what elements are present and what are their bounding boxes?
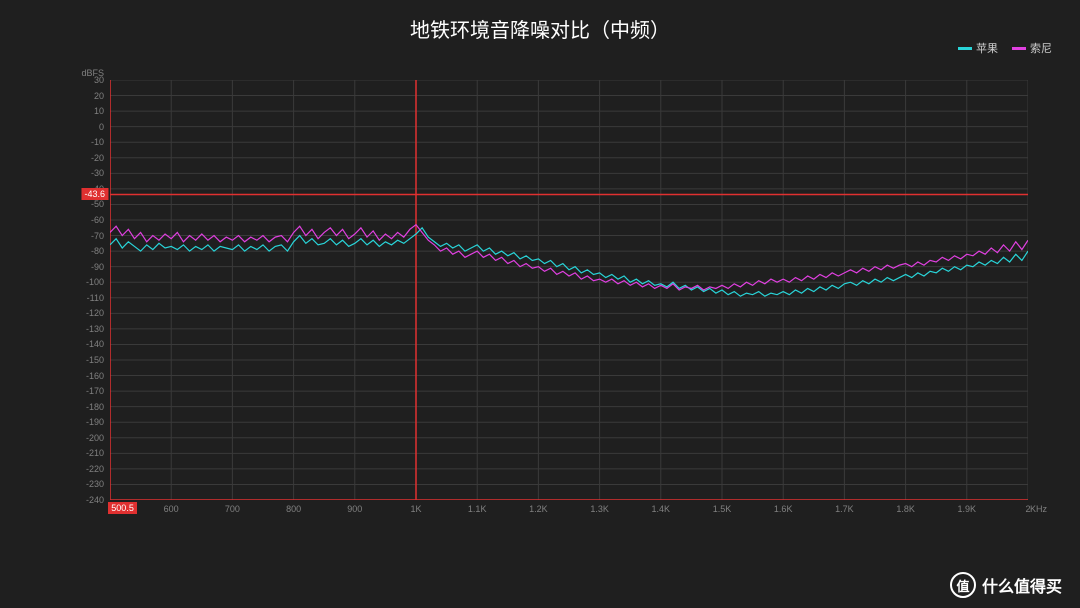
axis-tick-label: 1K [410,504,421,514]
axis-tick-label: 10 [94,106,104,116]
axis-tick-label: KHz [1030,504,1047,514]
axis-tick-label: -20 [91,153,104,163]
axis-tick-label: 1.8K [896,504,915,514]
axis-tick-label: 0 [99,122,104,132]
axis-tick-label: -170 [86,386,104,396]
legend-label: 苹果 [976,40,998,56]
axis-tick-label: 900 [347,504,362,514]
axis-tick-label: -10 [91,137,104,147]
axis-tick-label: 800 [286,504,301,514]
axis-tick-label: -110 [87,293,104,303]
axis-tick-label: -70 [91,231,104,241]
chart-root: 地铁环境音降噪对比（中频） 苹果 索尼 值 什么值得买 3020100-10-2… [0,0,1080,608]
axis-tick-label: 1.9K [958,504,977,514]
watermark-text: 什么值得买 [982,573,1062,597]
axis-tick-label: 1.7K [835,504,854,514]
cursor-readout: -43.6 [81,188,108,200]
watermark: 值 什么值得买 [950,572,1062,598]
axis-tick-label: -80 [91,246,104,256]
axis-tick-label: -100 [86,277,104,287]
axis-tick-label: -230 [86,479,104,489]
axis-tick-label: -240 [86,495,104,505]
axis-tick-label: 1.3K [590,504,609,514]
cursor-readout: 500.5 [108,502,137,514]
axis-tick-label: -50 [91,199,104,209]
legend-swatch [958,47,972,50]
axis-tick-label: 20 [94,91,104,101]
axis-tick-label: -120 [86,308,104,318]
axis-tick-label: -150 [86,355,104,365]
axis-tick-label: -140 [86,339,104,349]
chart-title: 地铁环境音降噪对比（中频） [0,14,1080,43]
axis-tick-label: -30 [91,168,104,178]
watermark-badge-text: 值 [956,576,969,595]
legend-item-sony: 索尼 [1012,40,1052,56]
legend: 苹果 索尼 [958,40,1052,56]
legend-label: 索尼 [1030,40,1052,56]
axis-tick-label: 1.1K [468,504,487,514]
axis-tick-label: -90 [91,262,104,272]
axis-tick-label: 1.2K [529,504,548,514]
axis-tick-label: dBFS [81,68,104,78]
watermark-badge-icon: 值 [950,572,976,598]
axis-tick-label: -130 [86,324,104,334]
axis-tick-label: 700 [225,504,240,514]
axis-tick-label: -180 [86,402,104,412]
plot-svg [110,80,1028,500]
axis-tick-label: 1.6K [774,504,793,514]
axis-tick-label: 1.5K [713,504,732,514]
legend-item-apple: 苹果 [958,40,998,56]
axis-tick-label: -190 [86,417,104,427]
axis-tick-label: -60 [91,215,104,225]
plot-area [110,80,1028,500]
axis-tick-label: -210 [86,448,104,458]
axis-tick-label: -160 [86,371,104,381]
axis-tick-label: 1.4K [652,504,671,514]
axis-tick-label: -200 [86,433,104,443]
axis-tick-label: 600 [164,504,179,514]
legend-swatch [1012,47,1026,50]
axis-tick-label: -220 [86,464,104,474]
